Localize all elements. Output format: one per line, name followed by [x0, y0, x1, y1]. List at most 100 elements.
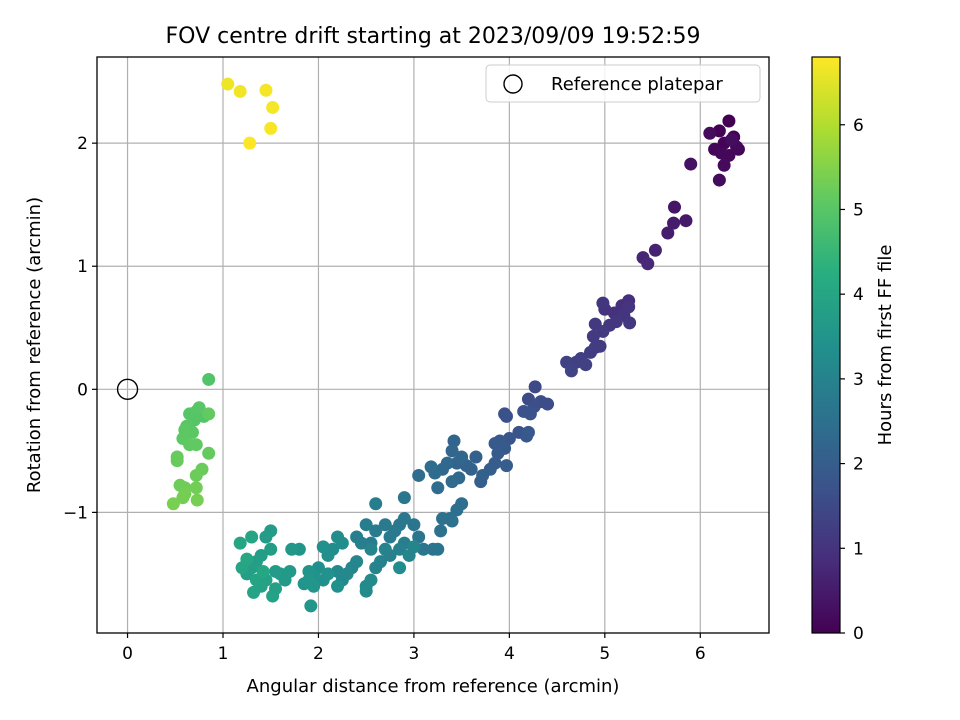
data-point: [491, 446, 505, 460]
legend-box: [485, 64, 761, 103]
data-point: [264, 121, 278, 135]
plot-points: [166, 77, 745, 613]
data-point: [668, 200, 681, 214]
data-point: [586, 329, 600, 343]
data-point: [564, 364, 578, 378]
data-point: [397, 491, 411, 505]
data-point: [243, 136, 257, 150]
legend-label-reference: Reference platepar: [551, 74, 723, 95]
data-point: [383, 530, 397, 544]
x-axis-label: Angular distance from reference (arcmin): [247, 676, 620, 697]
y-axis-ticks: −1 0 1 2: [63, 134, 97, 523]
data-point: [259, 530, 273, 544]
x-tick-label: 0: [122, 644, 133, 664]
data-point: [667, 216, 681, 230]
data-point: [304, 599, 318, 613]
data-point: [500, 409, 513, 423]
data-point: [192, 401, 206, 415]
data-point: [488, 436, 502, 450]
data-point: [266, 589, 280, 603]
y-tick-label: −1: [63, 503, 88, 523]
data-point: [245, 530, 259, 544]
data-point: [648, 243, 662, 257]
colorbar-tick-label: 6: [853, 116, 864, 136]
data-point: [350, 530, 364, 544]
x-tick-label: 1: [218, 644, 229, 664]
data-point: [202, 446, 216, 460]
colorbar-label: Hours from first FF file: [875, 245, 896, 446]
data-point: [431, 481, 445, 495]
data-point: [369, 524, 383, 538]
data-point: [641, 257, 655, 271]
y-tick-label: 1: [77, 257, 88, 277]
y-tick-label: 0: [77, 380, 88, 400]
data-point: [445, 475, 459, 489]
data-point: [307, 579, 321, 593]
data-point: [364, 542, 378, 556]
data-point: [717, 158, 731, 172]
data-point: [285, 542, 299, 556]
colorbar-tick-label: 4: [853, 285, 864, 305]
x-axis-ticks: 0 1 2 3 4 5 6: [122, 633, 706, 664]
data-point: [623, 316, 637, 330]
data-point: [588, 340, 602, 354]
data-point: [445, 444, 459, 458]
data-point: [661, 226, 675, 240]
data-point: [359, 584, 373, 598]
reference-platepar-point: [116, 378, 139, 401]
colorbar-tick-label: 1: [853, 539, 864, 559]
data-point: [269, 564, 282, 578]
data-point: [264, 542, 278, 556]
chart-title: FOV centre drift starting at 2023/09/09 …: [166, 24, 701, 49]
colorbar-ticks: 0 1 2 3 4 5 6: [840, 116, 864, 644]
x-tick-label: 2: [313, 644, 324, 664]
colorbar: [811, 56, 841, 634]
x-tick-label: 3: [408, 644, 419, 664]
reference-marker: [116, 378, 139, 401]
data-point: [596, 296, 610, 310]
data-point: [259, 83, 273, 97]
data-point: [596, 324, 610, 338]
data-point: [476, 468, 490, 482]
data-point: [369, 561, 383, 575]
data-point: [378, 518, 392, 532]
data-point: [712, 173, 726, 187]
x-tick-label: 5: [599, 644, 610, 664]
data-point: [189, 481, 203, 495]
data-point: [722, 114, 736, 128]
data-point: [469, 450, 483, 464]
data-point: [256, 564, 270, 578]
colorbar-tick-label: 3: [853, 370, 864, 390]
x-tick-label: 4: [504, 644, 515, 664]
data-point: [321, 567, 335, 581]
data-point: [447, 434, 461, 448]
data-point: [407, 518, 421, 532]
data-point: [684, 157, 698, 171]
data-point: [221, 77, 235, 91]
data-point: [166, 497, 180, 511]
data-point: [455, 450, 469, 464]
data-point: [393, 542, 407, 556]
data-point: [528, 380, 542, 394]
data-point: [378, 542, 392, 556]
data-point: [521, 425, 535, 439]
y-tick-label: 2: [77, 134, 88, 154]
data-point: [434, 524, 448, 538]
data-point: [202, 407, 216, 421]
x-tick-label: 6: [695, 644, 706, 664]
data-point: [725, 132, 739, 146]
y-axis-label: Rotation from reference (arcmin): [24, 197, 45, 493]
data-point: [316, 540, 330, 554]
data-point: [190, 493, 204, 507]
data-point: [431, 542, 445, 556]
data-point: [679, 214, 693, 228]
data-point: [331, 579, 345, 593]
colorbar-tick-label: 0: [853, 624, 864, 644]
data-point: [233, 536, 247, 550]
data-point: [412, 530, 426, 544]
data-point: [445, 514, 459, 528]
data-point: [523, 407, 537, 421]
data-point: [335, 536, 349, 550]
data-point: [714, 146, 728, 160]
data-point: [393, 561, 407, 575]
